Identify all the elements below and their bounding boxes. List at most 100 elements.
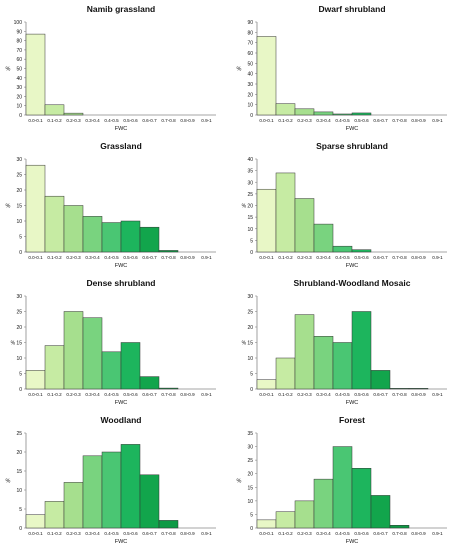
x-tick-label: 0.6-0.7 — [142, 255, 157, 260]
x-tick-label: 0.9-1 — [432, 255, 443, 260]
x-tick-label: 0.2-0.3 — [66, 118, 81, 123]
chart-title: Dwarf shrubland — [318, 4, 385, 14]
y-axis-label: % — [237, 479, 242, 485]
y-tick-label: 30 — [247, 445, 253, 451]
y-tick-label: 0 — [19, 250, 22, 256]
x-tick-label: 0.1-0.2 — [47, 531, 62, 536]
x-tick-label: 0.7-0.8 — [392, 255, 407, 260]
y-tick-label: 30 — [247, 180, 253, 186]
x-tick-label: 0.1-0.2 — [278, 255, 293, 260]
x-tick-label: 0.7-0.8 — [392, 531, 407, 536]
bar — [275, 357, 296, 390]
bar — [313, 336, 334, 390]
x-tick-label: 0.4-0.5 — [104, 392, 119, 397]
x-tick-label: 0.6-0.7 — [142, 531, 157, 536]
x-tick-label: 0.4-0.5 — [335, 392, 350, 397]
y-tick-label: % 20 — [242, 204, 254, 210]
x-tick-label: 0.2-0.3 — [66, 392, 81, 397]
x-tick-label: 0.4-0.5 — [335, 255, 350, 260]
y-tick-label: 20 — [247, 325, 253, 331]
x-tick-label: 0.9-1 — [201, 392, 212, 397]
x-tick-label: 0.8-0.9 — [180, 118, 195, 123]
x-tick-label: 0.2-0.3 — [66, 255, 81, 260]
x-tick-label: 0.1-0.2 — [278, 118, 293, 123]
y-tick-label: 20 — [247, 472, 253, 478]
y-tick-label: 30 — [247, 294, 253, 300]
y-tick-label: 50 — [16, 67, 22, 73]
x-tick-label: 0.1-0.2 — [278, 392, 293, 397]
chart-panel: Shrubland-Woodland Mosaic 0 5 10 % 15 20 25 30 0… — [242, 278, 447, 406]
y-tick-label: 30 — [16, 85, 22, 91]
chart-panel: Namib grassland 0 10 20 30 40 50 60 70 80 90 100% 0.… — [6, 4, 216, 132]
bar — [275, 172, 296, 253]
y-tick-label: 0 — [19, 113, 22, 119]
y-tick-label: 0 — [250, 250, 253, 256]
x-tick-label: 0.0-0.1 — [28, 118, 43, 123]
x-tick-label: 0.7-0.8 — [161, 118, 176, 123]
x-tick-label: 0.1-0.2 — [47, 255, 62, 260]
x-tick-label: 0.5-0.6 — [354, 531, 369, 536]
bar — [332, 342, 353, 390]
bar — [389, 525, 410, 529]
y-tick-label: 25 — [247, 192, 253, 198]
x-tick-label: 0.2-0.3 — [297, 392, 312, 397]
x-axis-label: FWC — [115, 400, 128, 406]
y-tick-label: 10 — [16, 219, 22, 225]
x-tick-label: 0.0-0.1 — [259, 255, 274, 260]
chart-title: Shrubland-Woodland Mosaic — [294, 278, 411, 288]
x-tick-label: 0.5-0.6 — [354, 118, 369, 123]
y-tick-label: 20 — [16, 325, 22, 331]
x-tick-label: 0.6-0.7 — [373, 255, 388, 260]
x-tick-label: 0.0-0.1 — [28, 392, 43, 397]
y-tick-label: 40 — [247, 72, 253, 78]
y-tick-label: 60 — [16, 57, 22, 63]
y-tick-label: % 15 — [242, 341, 254, 347]
x-tick-label: 0.4-0.5 — [104, 255, 119, 260]
x-tick-label: 0.2-0.3 — [66, 531, 81, 536]
x-tick-label: 0.9-1 — [201, 118, 212, 123]
x-tick-label: 0.9-1 — [432, 531, 443, 536]
y-tick-label: 10 — [247, 356, 253, 362]
x-tick-label: 0.1-0.2 — [278, 531, 293, 536]
y-tick-label: 35 — [247, 431, 253, 437]
y-tick-label: 20 — [247, 92, 253, 98]
x-tick-label: 0.8-0.9 — [180, 531, 195, 536]
x-tick-label: 0.6-0.7 — [142, 392, 157, 397]
x-tick-label: 0.7-0.8 — [161, 255, 176, 260]
y-tick-label: 70 — [247, 41, 253, 47]
y-tick-label: 70 — [16, 48, 22, 54]
bar — [139, 474, 160, 529]
x-tick-label: 0.7-0.8 — [161, 392, 176, 397]
y-tick-label: 10 — [16, 104, 22, 110]
x-tick-label: 0.2-0.3 — [297, 255, 312, 260]
bar — [275, 103, 296, 116]
chart-panel: Dense shrubland 0 5 10 % 15 20 25 30 0.0-0.1 0.1-… — [11, 278, 216, 406]
y-tick-label: 10 — [247, 499, 253, 505]
x-tick-label: 0.5-0.6 — [123, 118, 138, 123]
x-tick-label: 0.0-0.1 — [28, 255, 43, 260]
bar — [351, 249, 372, 253]
x-tick-label: 0.5-0.6 — [123, 392, 138, 397]
x-tick-label: 0.7-0.8 — [161, 531, 176, 536]
x-tick-label: 0.3-0.4 — [85, 118, 100, 123]
bar — [139, 226, 160, 253]
bar — [158, 520, 179, 529]
y-tick-label: 10 — [247, 103, 253, 109]
bar — [256, 188, 277, 253]
y-tick-label: % 15 — [11, 341, 23, 347]
y-axis-label: % — [237, 67, 242, 73]
x-tick-label: 0.9-1 — [432, 392, 443, 397]
bar — [101, 451, 122, 529]
bar — [82, 317, 103, 390]
bar — [158, 387, 179, 390]
y-tick-label: 90 — [247, 20, 253, 26]
x-tick-label: 0.4-0.5 — [104, 531, 119, 536]
y-tick-label: 0 — [250, 526, 253, 532]
bar — [332, 446, 353, 529]
x-tick-label: 0.3-0.4 — [85, 255, 100, 260]
x-tick-label: 0.6-0.7 — [373, 531, 388, 536]
x-tick-label: 0.8-0.9 — [180, 392, 195, 397]
y-axis-label: % — [6, 67, 11, 73]
y-tick-label: 30 — [16, 294, 22, 300]
y-tick-label: 80 — [247, 30, 253, 36]
